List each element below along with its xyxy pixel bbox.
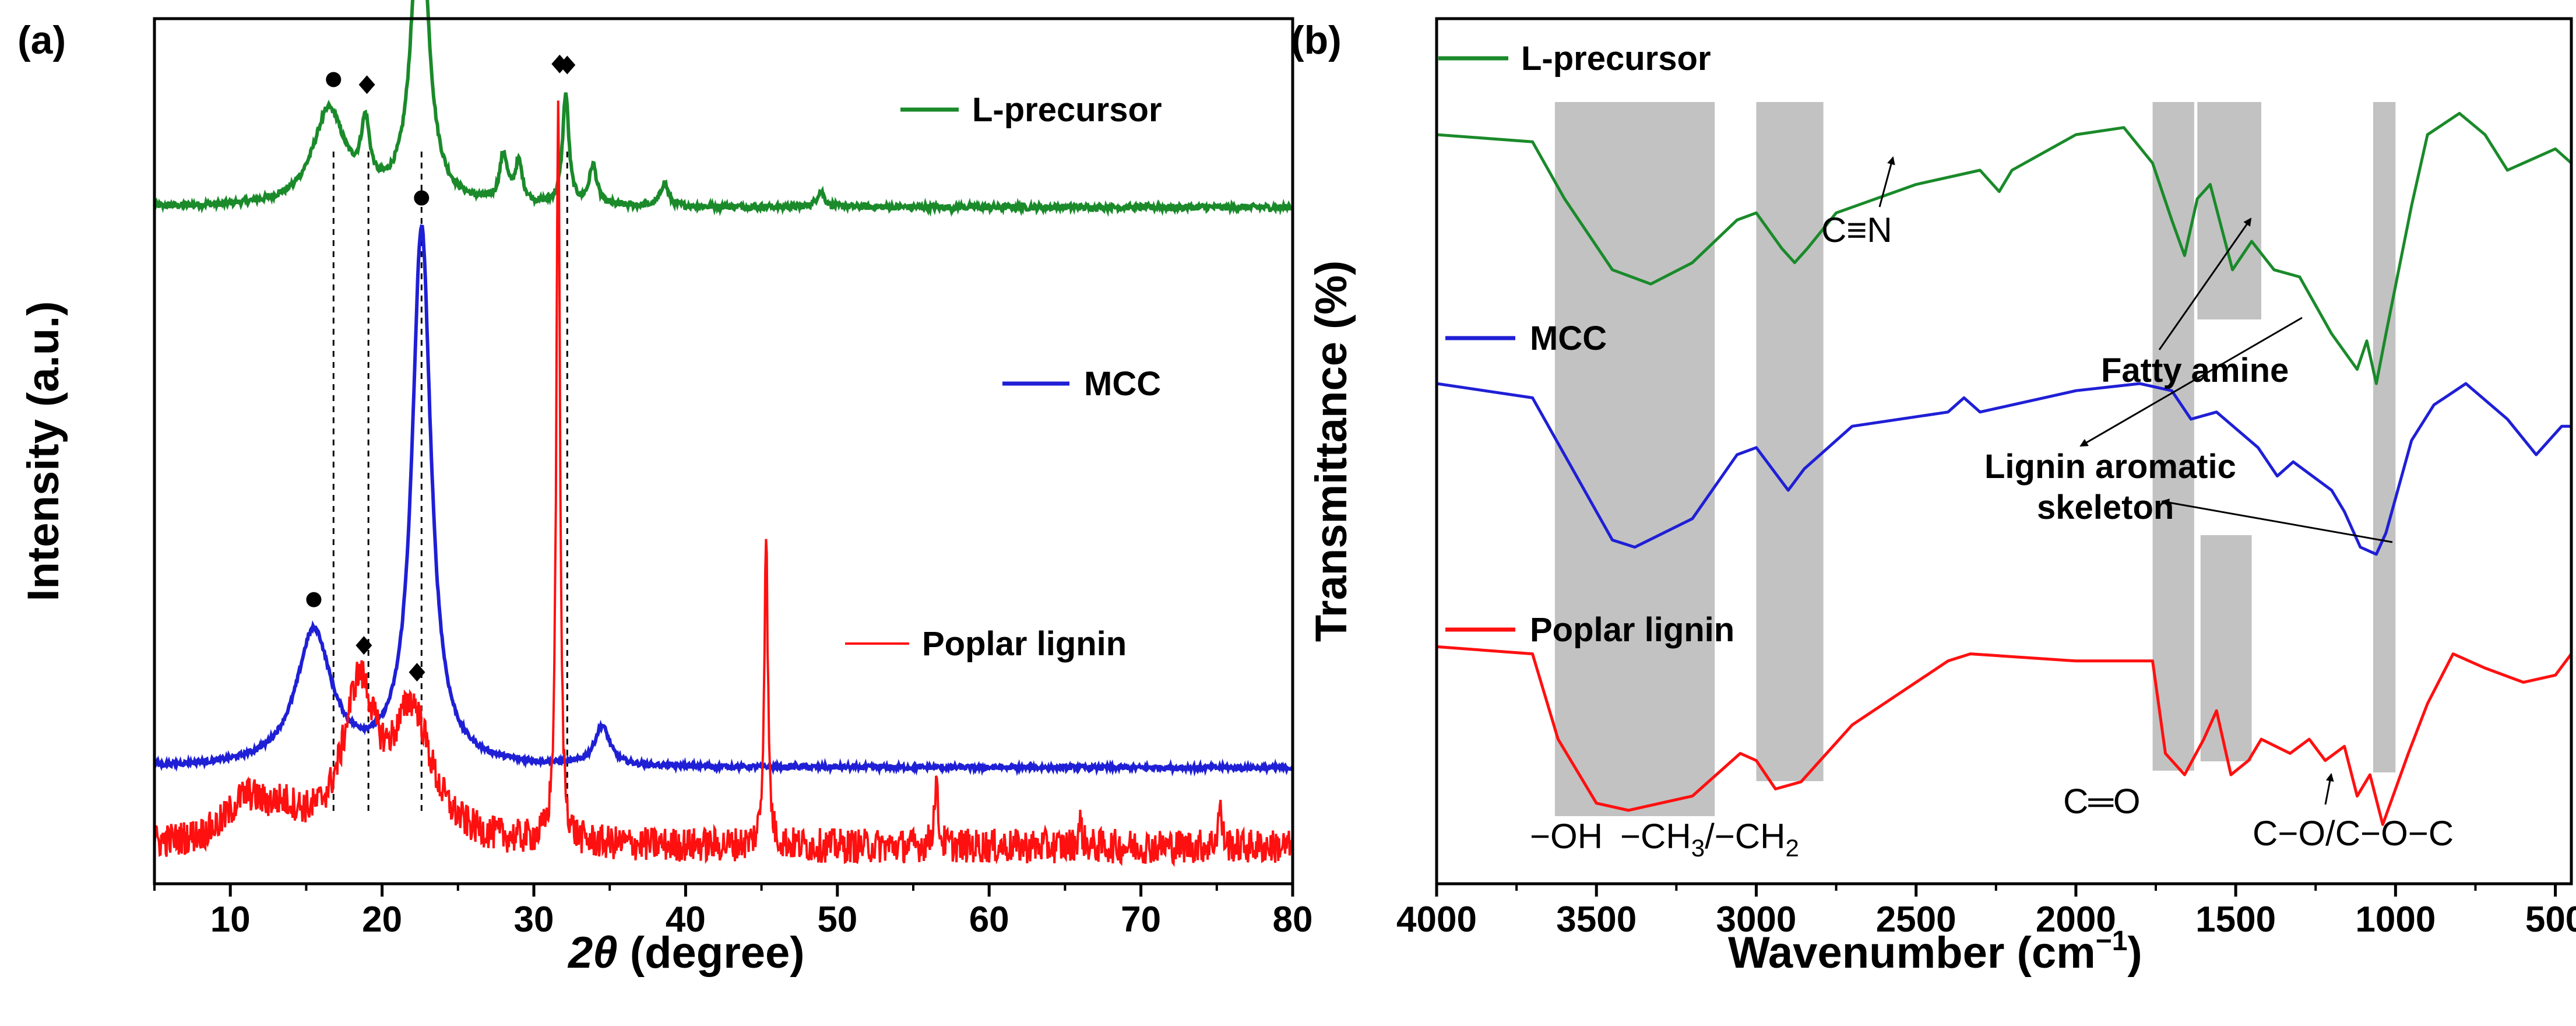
- series-mcc-a: [153, 224, 1294, 777]
- shaded-band-3000-2790: [1756, 102, 1824, 781]
- legend-label-poplar-lignin-b: Poplar lignin: [1530, 611, 1734, 649]
- x-tick-label-b: 2500: [1876, 899, 1956, 940]
- annotation-ch3-ch2: −CH3/−CH2: [1620, 817, 1799, 862]
- annotation-skeleton: skeleton: [2037, 489, 2174, 526]
- ftir-series: [1436, 111, 2573, 826]
- annotation-c-o: C═O: [2063, 782, 2141, 821]
- marker-diamond: [356, 636, 372, 655]
- series-mcc-b: [1436, 382, 2571, 556]
- x-axis-label-base-b: Wavenumber (cm: [1728, 928, 2096, 978]
- legend-label-poplar-lignin-a: Poplar lignin: [922, 625, 1127, 663]
- arrow-fatty-amine: [2158, 217, 2252, 350]
- plot-frame-a: [153, 17, 1294, 886]
- x-axis-label-a: 2θ (degree): [567, 928, 805, 978]
- arrow-lignin-upper: [2079, 317, 2303, 447]
- annotation-ch3-subscript: 3: [1691, 834, 1705, 862]
- marker-diamond: [358, 75, 375, 94]
- marker-diamond: [409, 663, 425, 682]
- annotation-c-o-c: C−O/C−O−C: [2253, 814, 2454, 853]
- legend-b: L-precursor MCC Poplar lignin: [1438, 40, 1734, 649]
- marker-circle: [326, 72, 342, 87]
- shaded-band-1760-1630: [2152, 102, 2194, 771]
- annotation-c-n: C≡N: [1821, 210, 1892, 250]
- y-axis-label-b: Transmittance (%): [1307, 261, 1356, 642]
- legend-label-mcc-b: MCC: [1530, 319, 1607, 357]
- shaded-band-3630-3130: [1554, 102, 1715, 816]
- reference-lines: [332, 152, 568, 813]
- x-tick-label-b: 500: [2525, 899, 2576, 940]
- x-tick-label-b: 4000: [1396, 899, 1477, 940]
- x-tick-label-b: 1000: [2355, 899, 2436, 940]
- x-tick-label-a: 60: [969, 899, 1009, 940]
- peak-markers: [306, 54, 576, 682]
- x-tick-label-a: 20: [362, 899, 402, 940]
- legend-a: L-precursor MCC Poplar lignin: [845, 91, 1162, 663]
- series-poplar-lignin-a: [153, 100, 1294, 867]
- shaded-band-1070-1000: [2373, 102, 2396, 772]
- x-tick-label-b: 3000: [1716, 899, 1796, 940]
- x-axis-label-sup-b: −1: [2096, 926, 2128, 957]
- legend-label-l-precursor-a: L-precursor: [972, 91, 1162, 129]
- annotation-ch2-subscript: 2: [1785, 834, 1799, 862]
- annotation-ch2-text: /−CH: [1705, 817, 1785, 856]
- x-ticks-a: 10 20 30 40 50 60 70 80: [153, 884, 1313, 940]
- panel-label-a: (a): [17, 18, 66, 62]
- annotations-b: C≡N Fatty amine Lignin aromatic skeleton…: [1530, 156, 2454, 862]
- y-axis-label-a: Intensity (a.u.): [19, 301, 68, 601]
- marker-diamond: [551, 54, 568, 73]
- arrow-lignin-lower: [2161, 498, 2393, 543]
- x-axis-label-b: Wavenumber (cm−1): [1728, 926, 2142, 978]
- x-tick-label-a: 50: [817, 899, 857, 940]
- x-tick-label-b: 2000: [2036, 899, 2116, 940]
- shaded-band-1620-1420: [2197, 102, 2262, 319]
- legend-label-mcc-a: MCC: [1084, 365, 1161, 403]
- x-axis-label-unit-a: (degree): [618, 928, 805, 978]
- legend-label-l-precursor-b: L-precursor: [1521, 40, 1711, 78]
- x-tick-label-b: 1500: [2195, 899, 2276, 940]
- marker-circle: [414, 190, 430, 206]
- x-tick-label-b: 3500: [1556, 899, 1637, 940]
- panel-b: 4000 3500 3000 2500 2000 1500 1000 500 (b) L-pr…: [1291, 17, 2576, 978]
- annotation-ch3-text: −CH: [1620, 817, 1691, 856]
- arrow-c-n: [1878, 156, 1895, 208]
- x-tick-label-a: 40: [666, 899, 706, 940]
- x-tick-label-a: 80: [1273, 899, 1313, 940]
- series-l-precursor-a: [153, 0, 1294, 217]
- x-tick-label-a: 30: [514, 899, 554, 940]
- x-ticks-b: 4000 3500 3000 2500 2000 1500 1000 500: [1396, 884, 2576, 940]
- marker-circle: [306, 592, 322, 607]
- series-poplar-lignin-b: [1436, 645, 2573, 826]
- xrd-series: [153, 0, 1294, 867]
- annotation-oh: −OH: [1530, 817, 1603, 856]
- x-axis-label-end-b: ): [2127, 928, 2142, 978]
- series-l-precursor-b: [1436, 111, 2573, 385]
- arrow-c-o-c: [2324, 773, 2334, 805]
- annotation-lignin-aromatic: Lignin aromatic: [1984, 448, 2236, 486]
- panel-a: 10 20 30 40 50 60 70 80 (a) L-precursor MCC Pop…: [17, 0, 1312, 978]
- x-tick-label-a: 10: [210, 899, 251, 940]
- plot-frame-b: [1435, 17, 2573, 886]
- x-axis-label-var-a: 2θ: [567, 928, 618, 978]
- x-tick-label-a: 70: [1121, 899, 1161, 940]
- shaded-bands: [1554, 102, 2396, 816]
- annotation-fatty-amine: Fatty amine: [2101, 352, 2289, 389]
- panel-label-b: (b): [1291, 18, 1342, 62]
- shaded-band-1610-1450: [2200, 535, 2252, 761]
